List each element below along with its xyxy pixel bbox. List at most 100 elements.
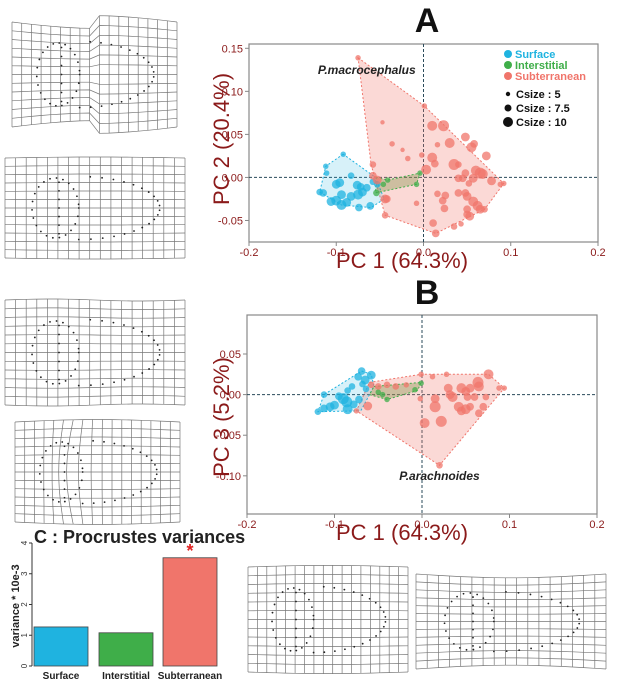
point-subterranean xyxy=(463,210,471,219)
point-subterranean xyxy=(501,180,507,187)
landmark xyxy=(312,618,315,621)
point-subterranean xyxy=(454,189,463,197)
landmark xyxy=(43,98,46,101)
landmark xyxy=(58,215,60,218)
point-surface xyxy=(355,203,363,212)
point-subterranean xyxy=(481,151,491,161)
x-tick-label: -0.2 xyxy=(240,247,259,259)
landmark xyxy=(100,105,103,107)
panel-b-label: B xyxy=(414,274,440,312)
grid-pc1-negative xyxy=(247,565,409,674)
point-subterranean xyxy=(450,223,458,230)
point-subterranean xyxy=(443,371,450,378)
point-subterranean xyxy=(417,395,423,402)
landmark xyxy=(31,208,33,211)
landmark xyxy=(156,213,159,216)
landmark xyxy=(273,603,276,606)
grid-line xyxy=(4,403,186,407)
grid-line xyxy=(11,112,178,124)
landmark xyxy=(64,43,67,46)
legend-size-marker xyxy=(503,117,513,127)
y-tick-label: 0.00 xyxy=(222,172,243,184)
landmark xyxy=(46,494,49,497)
y-tick-label: 0.15 xyxy=(222,43,243,55)
landmark xyxy=(46,46,49,48)
landmark xyxy=(295,600,297,603)
landmark xyxy=(58,324,60,327)
landmark xyxy=(58,351,60,354)
landmark xyxy=(379,606,382,609)
point-subterranean xyxy=(369,161,377,168)
grid-line xyxy=(14,504,181,508)
grid-line xyxy=(415,628,607,630)
landmark xyxy=(384,620,387,623)
point-interstitial xyxy=(417,170,423,176)
point-subterranean xyxy=(458,221,464,227)
bar-chart-ylabel: variance * 10e-3 xyxy=(10,564,22,648)
landmark xyxy=(123,233,126,235)
landmark xyxy=(151,80,153,83)
grid-line xyxy=(11,89,178,95)
grid-line xyxy=(247,601,409,603)
point-subterranean xyxy=(455,161,462,168)
bar-chart-title: C : Procrustes variances xyxy=(34,527,246,547)
landmark xyxy=(89,318,92,321)
landmark xyxy=(67,182,70,185)
significance-star: * xyxy=(186,541,193,561)
landmark xyxy=(456,595,458,598)
landmark xyxy=(58,369,60,372)
grid-line xyxy=(11,25,178,37)
point-subterranean xyxy=(470,140,478,148)
landmark xyxy=(298,588,301,591)
landmark xyxy=(136,52,139,55)
landmark xyxy=(292,587,295,589)
landmark xyxy=(156,358,159,361)
landmark xyxy=(76,339,78,342)
landmark xyxy=(158,204,161,207)
y-tick-label: -0.05 xyxy=(218,215,243,227)
landmark xyxy=(158,209,161,212)
landmark xyxy=(70,375,72,377)
landmark xyxy=(90,238,92,241)
landmark xyxy=(92,502,95,505)
landmark xyxy=(147,85,150,88)
point-subterranean xyxy=(435,415,447,427)
landmark xyxy=(151,66,153,68)
point-subterranean xyxy=(438,196,447,205)
point-surface xyxy=(320,391,328,398)
landmark xyxy=(146,486,148,489)
landmark xyxy=(49,320,51,323)
landmark xyxy=(142,56,145,59)
landmark xyxy=(305,642,308,644)
point-interstitial xyxy=(384,396,390,403)
grid-line xyxy=(247,574,409,577)
landmark xyxy=(312,614,315,617)
legend-size-label: Csize : 7.5 xyxy=(516,103,570,115)
landmark xyxy=(492,628,494,631)
grid-line xyxy=(4,298,186,302)
landmark xyxy=(77,347,80,350)
point-interstitial xyxy=(412,386,418,393)
landmark xyxy=(110,43,113,46)
landmark xyxy=(576,627,579,629)
landmark xyxy=(448,637,451,639)
y-tick-label: 0.05 xyxy=(222,129,243,141)
landmark xyxy=(77,82,80,85)
grid-pc1-positive xyxy=(415,573,607,670)
landmark xyxy=(147,61,150,64)
landmark xyxy=(63,445,66,448)
point-subterranean xyxy=(429,373,436,380)
landmark xyxy=(295,636,297,639)
landmark xyxy=(78,487,81,489)
landmark xyxy=(62,321,64,324)
grid-line xyxy=(14,454,181,456)
landmark xyxy=(284,647,286,650)
landmark xyxy=(469,592,472,594)
landmark xyxy=(472,620,474,623)
landmark xyxy=(472,648,475,651)
landmark xyxy=(78,73,81,76)
landmark xyxy=(518,649,521,651)
landmark xyxy=(472,612,474,615)
landmark xyxy=(32,362,35,364)
point-subterranean xyxy=(466,402,474,411)
